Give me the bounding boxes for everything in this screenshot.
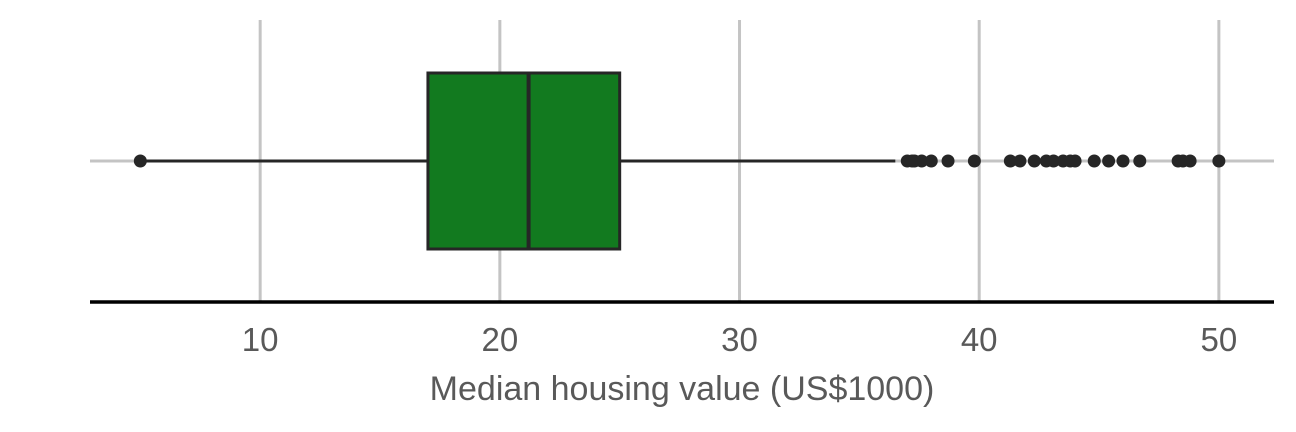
outlier-point-9: [1013, 154, 1027, 168]
outlier-point-15: [1068, 154, 1082, 168]
x-tick-label-40: 40: [961, 321, 998, 358]
outlier-point-12: [1046, 154, 1060, 168]
outlier-point-16: [1087, 154, 1101, 168]
outlier-point-19: [1133, 154, 1147, 168]
outlier-point-7: [967, 154, 981, 168]
outlier-point-8: [1003, 154, 1017, 168]
outlier-point-4: [915, 154, 929, 168]
iqr-box: [426, 71, 622, 251]
outlier-point-17: [1102, 154, 1116, 168]
outlier-points: [133, 154, 1226, 168]
outlier-point-5: [924, 154, 938, 168]
x-tick-label-10: 10: [242, 321, 279, 358]
x-tick-label-20: 20: [481, 321, 518, 358]
boxplot: [140, 71, 896, 251]
x-tick-label-50: 50: [1201, 321, 1238, 358]
outlier-point-23: [1212, 154, 1226, 168]
x-axis-title: Median housing value (US$1000): [430, 370, 935, 408]
x-axis: 10 20 30 40 50: [90, 300, 1274, 358]
outlier-point-18: [1116, 154, 1130, 168]
outlier-point-22: [1183, 154, 1197, 168]
x-tick-label-30: 30: [721, 321, 758, 358]
outlier-point-0: [133, 154, 147, 168]
outlier-point-10: [1027, 154, 1041, 168]
outlier-point-6: [941, 154, 955, 168]
